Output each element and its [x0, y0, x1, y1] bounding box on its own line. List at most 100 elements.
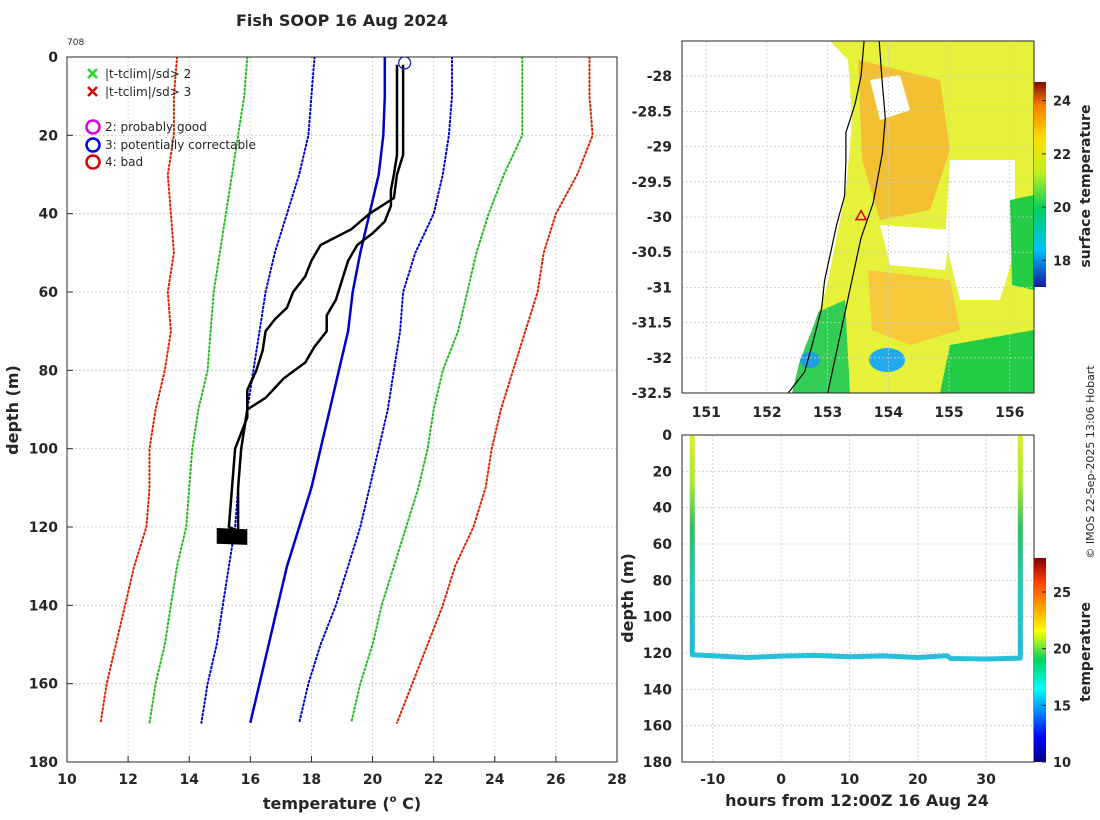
depth-time-ytick-label: 180: [643, 755, 672, 771]
legend-marker-x-red: [87, 86, 98, 97]
cloud-gap-north: [870, 75, 910, 120]
sst-map-image: [682, 41, 1034, 393]
profile-x-ticks: 10 12 14 16 18 20 22 24 26 28: [57, 756, 627, 788]
profile-xtick-label: 20: [363, 772, 383, 788]
legend-label-2sd: |t-tclim|/sd> 2: [105, 67, 191, 81]
temperature-colorbar-tick-label: 20: [1053, 643, 1071, 658]
sst-colorbar-label: surface temperature: [1078, 104, 1094, 267]
ship-track: [827, 41, 886, 393]
profile-gridlines: [67, 57, 617, 762]
series-mean-1-sd: [298, 57, 453, 724]
series-climatology-mean: [249, 57, 387, 724]
profile-ytick-label: 100: [29, 442, 58, 458]
legend-marker-circle-blue: [85, 137, 101, 153]
sst-colorbar-tick-label: 24: [1053, 95, 1071, 110]
depth-time-chart: -10 0 10 20 30 0 20 40 60 80 100 120 140 160 180 hour…: [618, 428, 1094, 810]
profile-xtick-label: 28: [607, 772, 626, 788]
map-x-ticks: 151 152 153 154 155 156: [692, 405, 1025, 421]
profile-ytick-label: 80: [39, 363, 59, 379]
sst-colorbar-tick-label: 20: [1053, 201, 1071, 216]
depth-time-ytick-label: 100: [643, 610, 672, 626]
sst-colorbar-ticks: 18 20 22 24: [1042, 95, 1071, 269]
sst-field-warm: [792, 41, 1034, 393]
depth-time-plot-area: [682, 435, 1034, 762]
profile-ytick-label: 160: [29, 677, 58, 693]
legend-marker-circle-red: [85, 154, 101, 170]
coastal-cold-patch: [800, 352, 820, 368]
cloud-gap-east: [945, 160, 1015, 300]
profile-xtick-label: 14: [179, 772, 199, 788]
legend-label-probably-good: 2: probably good: [105, 120, 207, 134]
map-xtick-label: 154: [874, 405, 903, 421]
depth-time-ytick-label: 60: [653, 537, 673, 553]
temperature-colorbar-ticks: 10 15 20 25: [1042, 586, 1071, 771]
sst-map-chart: 151 152 153 154 155 156 -28 -28.5 -29 -29.5 -30 -3…: [632, 40, 1094, 421]
series-mean-3-sd: [396, 57, 594, 724]
map-xtick-label: 152: [752, 405, 781, 421]
legend: |t-tclim|/sd> 2 |t-tclim|/sd> 3 2: proba…: [85, 67, 256, 170]
depth-time-gridlines: [682, 435, 1034, 762]
temperature-colorbar-label: temperature: [1078, 602, 1094, 702]
legend-entry-correctable: 3: potentially correctable: [85, 137, 256, 153]
depth-time-data: [689, 435, 1023, 662]
map-xtick-label: 151: [692, 405, 721, 421]
y-axis-label: depth (m): [3, 365, 22, 455]
map-ytick-label: -28.5: [632, 104, 672, 120]
coastline: [787, 41, 865, 393]
profile-ytick-label: 40: [39, 207, 59, 223]
profile-xtick-label: 10: [57, 772, 77, 788]
sst-green-east: [1010, 195, 1034, 290]
bottom-scribble: [216, 528, 248, 545]
temperature-colorbar-tick-label: 15: [1053, 699, 1071, 714]
x-axis-label-end: C): [397, 794, 422, 813]
profile-id-label: 708: [67, 38, 84, 48]
legend-label-3sd: |t-tclim|/sd> 3: [105, 85, 191, 99]
depth-time-y-ticks: 0 20 40 60 80 100 120 140 160 180: [643, 428, 672, 771]
legend-label-correctable: 3: potentially correctable: [105, 138, 256, 152]
profile-chart: Fish SOOP 16 Aug 2024 708 10 12 14 16 18 20 22…: [3, 11, 627, 813]
depth-time-xtick-label: 20: [908, 772, 928, 788]
depth-time-ytick-label: 140: [643, 682, 672, 698]
depth-time-ytick-label: 0: [662, 428, 672, 444]
observed-profile: [216, 57, 412, 545]
depth-time-xtick-label: 10: [840, 772, 860, 788]
profile-y-ticks: 0 20 40 60 80 100 120 140 160 180: [29, 50, 73, 771]
profile-xtick-label: 22: [424, 772, 443, 788]
depth-time-x-label: hours from 12:00Z 16 Aug 24: [725, 791, 989, 810]
profile-xtick-label: 16: [241, 772, 260, 788]
profile-ytick-label: 140: [29, 598, 58, 614]
temperature-colorbar-tick-label: 25: [1053, 586, 1071, 601]
observed-up-cast: [236, 64, 399, 531]
depth-time-ytick-label: 160: [643, 719, 672, 735]
map-ytick-label: -29: [647, 140, 672, 156]
depth-time-xtick-label: 30: [976, 772, 996, 788]
profile-ytick-label: 20: [39, 128, 59, 144]
legend-entry-2sd: |t-tclim|/sd> 2: [87, 67, 191, 81]
depth-time-ytick-label: 20: [653, 464, 673, 480]
depth-time-y-label: depth (m): [618, 553, 637, 643]
series-mean-1-sd: [200, 57, 316, 724]
sst-patch-orange-south: [868, 270, 960, 345]
watermark: © IMOS 22-Sep-2025 13:06 Hobart: [1084, 365, 1097, 559]
series-mean-2-sd: [350, 57, 524, 724]
profile-frame: [66, 56, 618, 763]
x-axis-label-main: temperature (: [263, 794, 390, 813]
cloud-gap-central: [880, 225, 950, 270]
depth-time-xtick-label: -10: [700, 772, 726, 788]
legend-entry-3sd: |t-tclim|/sd> 3: [87, 85, 191, 99]
sst-colorbar-tick-label: 18: [1053, 254, 1071, 269]
sst-colorbar: [1034, 82, 1046, 287]
map-ytick-label: -30.5: [632, 245, 672, 261]
profile-ytick-label: 0: [48, 50, 58, 66]
depth-time-ytick-label: 80: [653, 573, 673, 589]
depth-time-ytick-label: 40: [653, 501, 673, 517]
profile-xtick-label: 18: [302, 772, 321, 788]
legend-entry-bad: 4: bad: [85, 154, 143, 170]
depth-time-ytick-label: 120: [643, 646, 672, 662]
profile-ytick-label: 120: [29, 520, 58, 536]
map-ytick-label: -28: [647, 69, 672, 85]
flag-circle-marker: [397, 57, 412, 70]
map-ytick-label: -32.5: [632, 386, 672, 402]
temperature-colorbar: [1034, 558, 1046, 762]
